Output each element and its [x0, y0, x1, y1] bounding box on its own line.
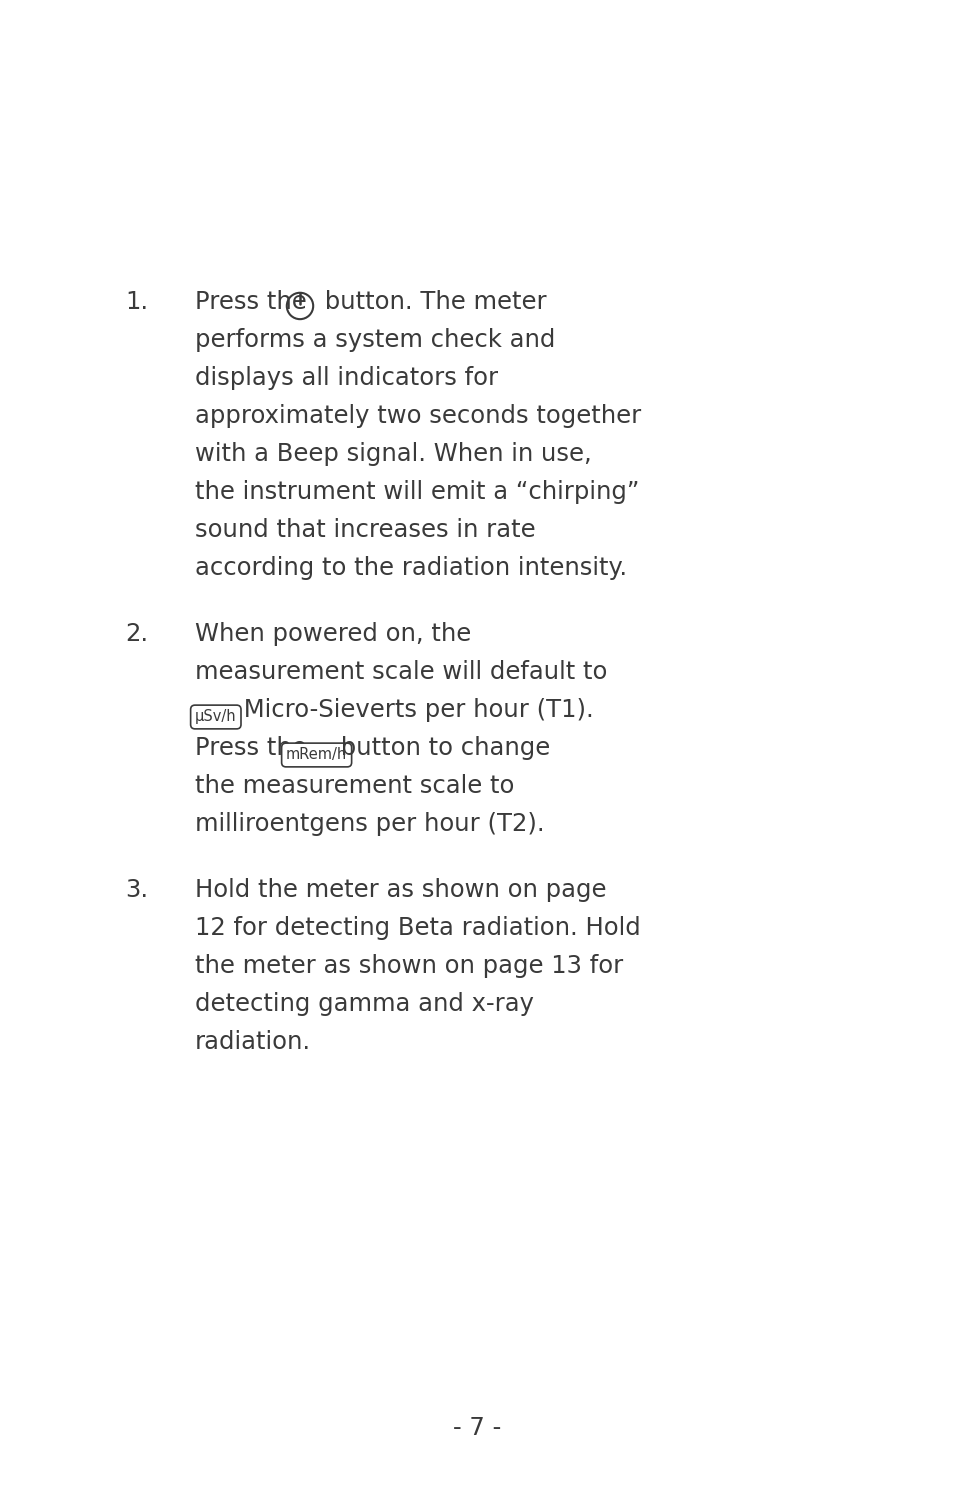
Text: 2.: 2. — [125, 623, 148, 646]
Text: sound that increases in rate: sound that increases in rate — [194, 519, 535, 542]
Text: 3.: 3. — [125, 878, 148, 902]
Text: button. The meter: button. The meter — [316, 290, 546, 314]
Text: measurement scale will default to: measurement scale will default to — [194, 660, 607, 684]
Text: performs a system check and: performs a system check and — [194, 328, 555, 352]
Text: the measurement scale to: the measurement scale to — [194, 774, 514, 798]
Text: Micro-Sieverts per hour (T1).: Micro-Sieverts per hour (T1). — [236, 698, 594, 722]
Text: displays all indicators for: displays all indicators for — [194, 366, 497, 389]
Text: milliroentgens per hour (T2).: milliroentgens per hour (T2). — [194, 811, 544, 837]
Text: approximately two seconds together: approximately two seconds together — [194, 404, 640, 428]
Text: with a Beep signal. When in use,: with a Beep signal. When in use, — [194, 441, 591, 467]
Text: button to change: button to change — [333, 736, 550, 759]
Text: Press the: Press the — [194, 290, 314, 314]
Text: detecting gamma and x-ray: detecting gamma and x-ray — [194, 993, 534, 1016]
Text: the meter as shown on page 13 for: the meter as shown on page 13 for — [194, 954, 622, 978]
Text: radiation.: radiation. — [194, 1030, 311, 1054]
Text: mRem/h: mRem/h — [286, 747, 347, 762]
Text: μSv/h: μSv/h — [194, 709, 236, 725]
Text: Press the: Press the — [194, 736, 314, 759]
Text: 1.: 1. — [125, 290, 148, 314]
Text: according to the radiation intensity.: according to the radiation intensity. — [194, 556, 626, 580]
Text: the instrument will emit a “chirping”: the instrument will emit a “chirping” — [194, 480, 639, 504]
Text: When powered on, the: When powered on, the — [194, 623, 471, 646]
Text: - 7 -: - 7 - — [453, 1416, 500, 1440]
Text: 12 for detecting Beta radiation. Hold: 12 for detecting Beta radiation. Hold — [194, 915, 640, 941]
Text: Hold the meter as shown on page: Hold the meter as shown on page — [194, 878, 606, 902]
